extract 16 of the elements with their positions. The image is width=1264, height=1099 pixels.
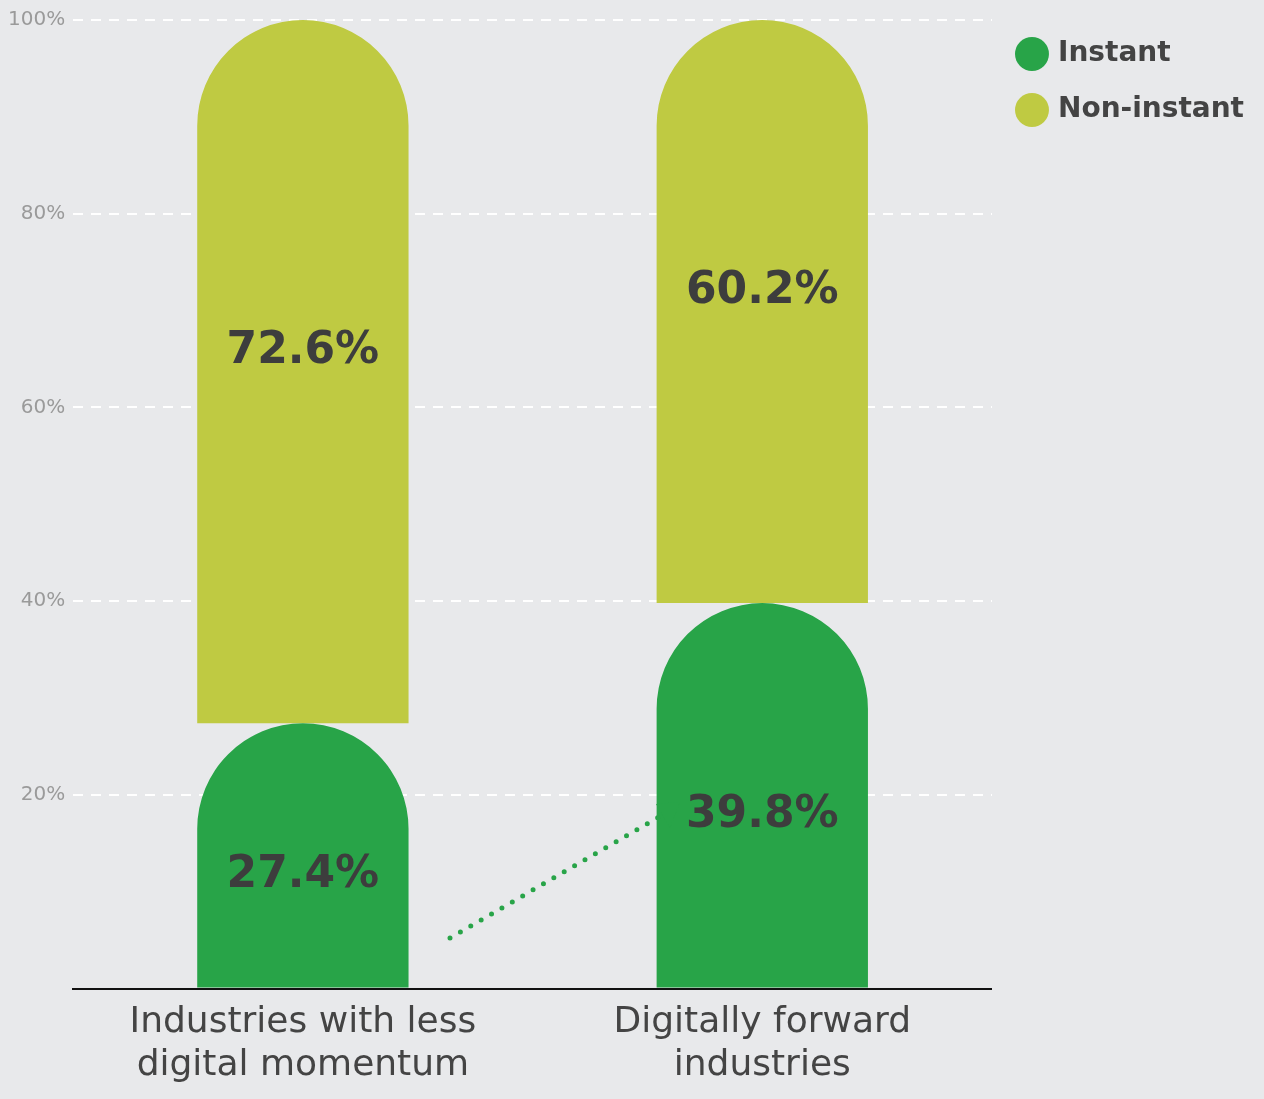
data-label: 27.4% [226, 845, 380, 897]
y-tick-label: 80% [20, 199, 66, 224]
bar [656, 20, 868, 604]
legend-label: Non-instant [1057, 91, 1245, 125]
y-tick-label: 40% [20, 587, 66, 612]
y-tick-label: 100% [7, 6, 66, 31]
data-label: 72.6% [226, 322, 380, 374]
y-tick-label: 20% [20, 781, 66, 806]
x-tick-label: Digitally forward industries [613, 998, 912, 1083]
legend-label: Instant [1057, 35, 1171, 69]
y-tick-label: 60% [20, 393, 66, 418]
x-tick-label: Industries with less digital momentum [129, 998, 477, 1083]
bar [656, 603, 868, 988]
data-label: 60.2% [685, 261, 839, 313]
data-label: 39.8% [685, 785, 839, 837]
bar [197, 20, 409, 724]
